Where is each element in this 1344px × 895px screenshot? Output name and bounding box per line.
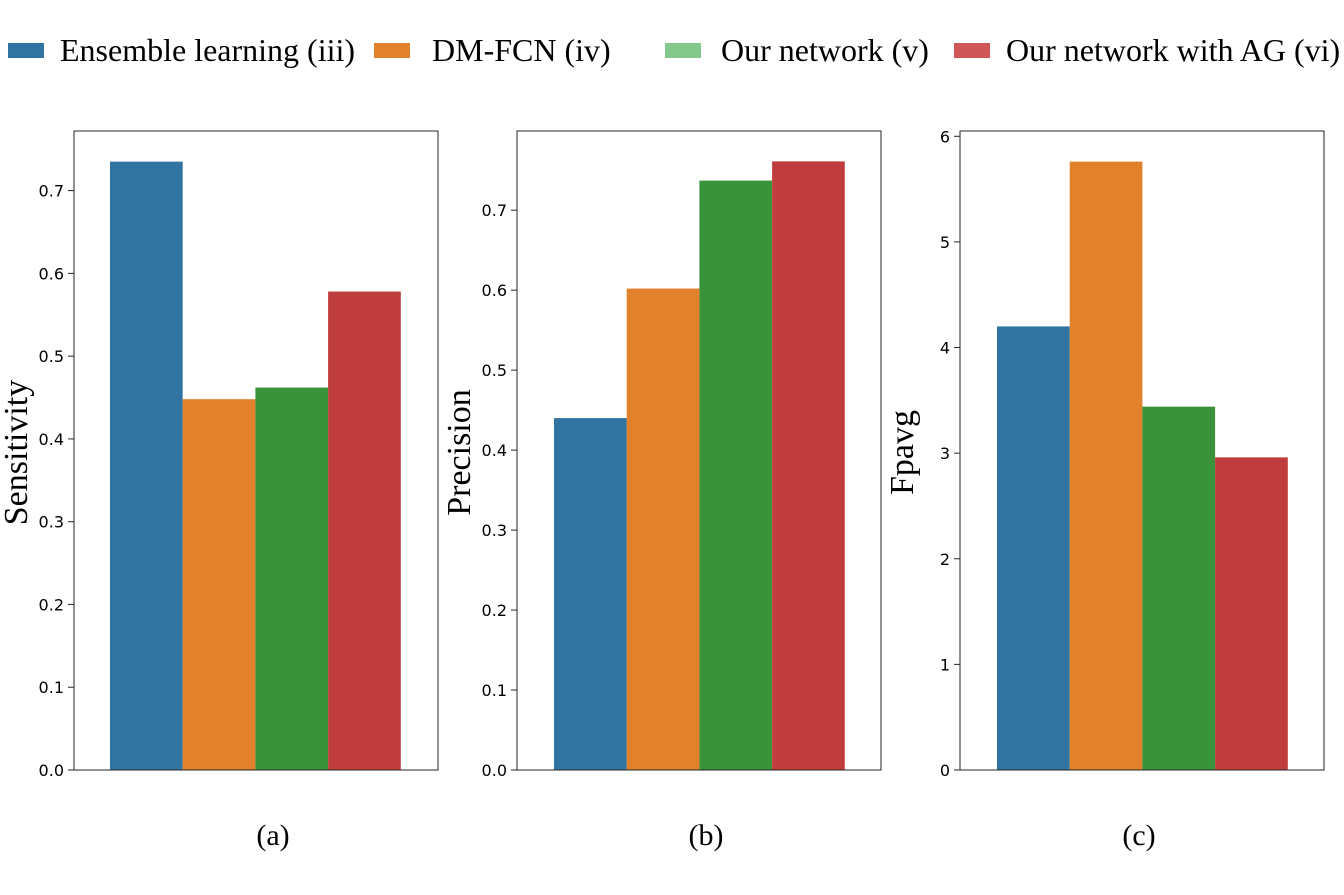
ytick-label-3-4: 4	[940, 339, 950, 358]
legend-swatch-dmfcn	[374, 42, 410, 58]
bar-2-2	[626, 288, 700, 770]
bar-3-4	[1215, 457, 1288, 770]
bar-1-3	[255, 387, 329, 770]
legend-swatch-ensemble	[8, 42, 44, 58]
caption-1: (a)	[256, 819, 289, 852]
ytick-label-1-1: 0.1	[39, 678, 64, 697]
ytick-label-3-0: 0	[940, 761, 950, 780]
bar-3-2	[1069, 161, 1143, 770]
chart-legend: Ensemble learning (iii) DM-FCN (iv) Our …	[0, 0, 1344, 100]
ytick-label-1-6: 0.6	[39, 264, 64, 283]
caption-3: (c)	[1122, 819, 1155, 852]
bar-2-4	[772, 161, 845, 770]
ylabel-2: Precision	[441, 389, 478, 516]
bar-1-1	[110, 161, 183, 771]
ytick-label-2-5: 0.5	[482, 361, 507, 380]
bar-3-1	[997, 326, 1070, 770]
ytick-label-1-3: 0.3	[39, 513, 64, 532]
legend-label-ensemble: Ensemble learning (iii)	[60, 32, 356, 68]
ytick-label-3-6: 6	[940, 127, 950, 146]
ytick-label-3-5: 5	[940, 233, 950, 252]
legend-label-dmfcn: DM-FCN (iv)	[432, 32, 611, 68]
legend-item-ensemble: Ensemble learning (iii)	[8, 32, 355, 68]
chart-panel-1: 0.0 0.1 0.2 0.3 0.4 0.5 0.6 0.7 Sensitivity (a)	[0, 130, 439, 852]
legend-swatch-our-network	[665, 42, 701, 58]
legend-label-our-network: Our network (v)	[721, 32, 929, 68]
ytick-label-1-4: 0.4	[39, 430, 64, 449]
legend-item-our-network: Our network (v)	[665, 32, 929, 68]
ytick-label-1-5: 0.5	[39, 347, 64, 366]
caption-2: (b)	[689, 819, 724, 852]
ytick-label-2-2: 0.2	[482, 601, 507, 620]
ylabel-1: Sensitivity	[0, 380, 35, 525]
bar-3-3	[1142, 406, 1216, 770]
ytick-label-2-7: 0.7	[482, 201, 507, 220]
legend-item-dmfcn: DM-FCN (iv)	[374, 32, 611, 68]
legend-item-our-network-ag: Our network with AG (vi)	[954, 32, 1340, 68]
legend-swatch-our-network-ag	[954, 42, 990, 58]
bar-1-4	[328, 291, 401, 770]
bar-1-2	[182, 399, 256, 770]
chart-panel-2: 0.0 0.1 0.2 0.3 0.4 0.5 0.6 0.7 Precision (b)	[441, 130, 882, 852]
axes-frame-3	[959, 130, 1325, 771]
bar-2-1	[554, 418, 627, 770]
ytick-label-3-3: 3	[940, 444, 950, 463]
ytick-label-3-2: 2	[940, 550, 950, 569]
bar-2-3	[699, 180, 773, 771]
ytick-label-2-6: 0.6	[482, 281, 507, 300]
ytick-label-2-1: 0.1	[482, 681, 507, 700]
ytick-label-3-1: 1	[940, 655, 950, 674]
ytick-label-2-3: 0.3	[482, 521, 507, 540]
ytick-label-1-0: 0.0	[39, 761, 64, 780]
chart-panel-3: 0 1 2 3 4 5 6 Fpavg (c)	[884, 127, 1325, 852]
ytick-label-1-2: 0.2	[39, 595, 64, 614]
ytick-label-2-0: 0.0	[482, 761, 507, 780]
ylabel-3: Fpavg	[884, 410, 921, 495]
ytick-label-2-4: 0.4	[482, 441, 507, 460]
legend-label-our-network-ag: Our network with AG (vi)	[1006, 32, 1341, 68]
ytick-label-1-7: 0.7	[39, 182, 64, 201]
axes-frame-1	[73, 130, 439, 771]
